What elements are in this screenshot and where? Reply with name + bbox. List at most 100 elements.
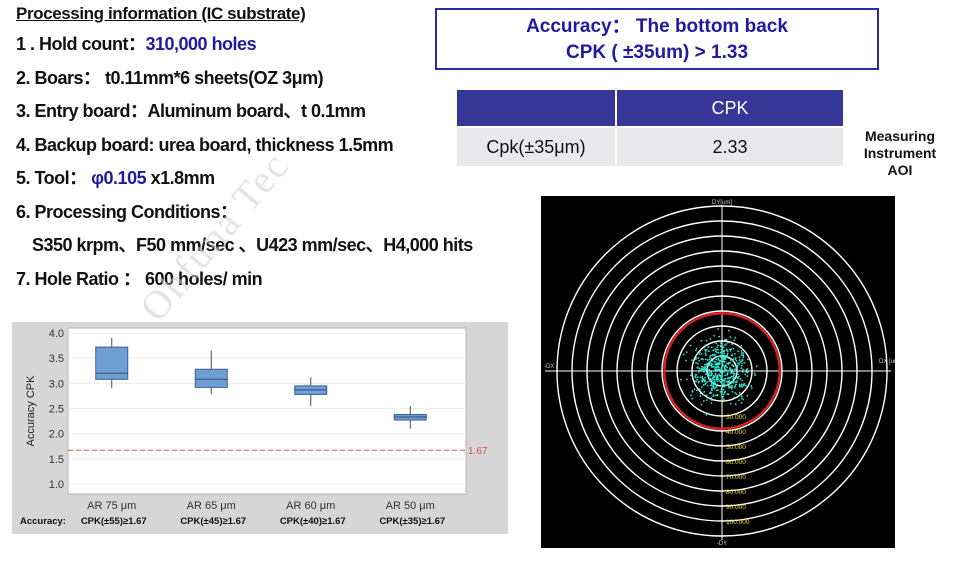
data-point [697, 380, 700, 383]
accuracy-prefix: Accuracy: [20, 516, 66, 527]
data-point [699, 392, 702, 395]
data-point [700, 368, 703, 370]
data-point [735, 370, 738, 373]
data-point [750, 387, 753, 390]
data-point [710, 373, 713, 376]
data-point [723, 384, 726, 386]
data-point [713, 387, 716, 390]
processing-conditions-line: 6. Processing Conditions： [16, 201, 238, 222]
data-point [717, 344, 719, 347]
data-point [716, 383, 719, 386]
data-point [709, 354, 712, 357]
data-point [694, 375, 696, 378]
data-point [733, 396, 735, 399]
data-point [715, 389, 718, 392]
data-point [697, 357, 700, 359]
data-point [718, 359, 721, 362]
data-point [695, 347, 698, 350]
data-point [724, 368, 726, 371]
accuracy-label: CPK(±40)≥1.67 [280, 516, 346, 527]
data-point [731, 380, 733, 383]
y-tick-label: 2.0 [49, 429, 64, 441]
data-point [736, 377, 739, 380]
entry-board-line: 3. Entry board：Aluminum board、t 0.1mm [16, 101, 366, 121]
data-point [723, 380, 726, 382]
data-point [702, 393, 705, 396]
data-point [704, 344, 707, 347]
data-point [722, 371, 725, 373]
plot-area [67, 327, 467, 495]
data-point [728, 387, 731, 389]
data-point [719, 344, 722, 347]
data-point [709, 338, 712, 340]
target-ring [661, 310, 783, 432]
data-point [735, 380, 738, 383]
measuring-instrument-label: Measuring Instrument AOI [850, 128, 950, 179]
target-ring [616, 265, 828, 477]
data-point [699, 388, 701, 391]
data-point [695, 357, 698, 360]
data-point [724, 356, 727, 359]
accuracy-box: Accuracy： The bottom back CPK ( ±35um) >… [435, 8, 879, 70]
data-point [720, 381, 723, 384]
data-point [712, 376, 714, 379]
data-point [723, 352, 726, 355]
data-point [704, 352, 707, 355]
data-point [700, 358, 703, 360]
data-point [709, 360, 711, 363]
data-point [704, 369, 707, 371]
data-point [740, 367, 743, 369]
data-point [710, 382, 713, 385]
data-point [725, 338, 728, 341]
data-point [754, 374, 757, 376]
y-tick-label: 4.0 [49, 328, 64, 340]
data-point [704, 366, 707, 368]
data-point [714, 369, 717, 372]
ring-label: 30.000 [726, 414, 746, 421]
data-point [740, 397, 743, 399]
accuracy-label: CPK(±45)≥1.67 [180, 516, 246, 527]
data-point [726, 377, 729, 380]
data-point [705, 373, 707, 375]
data-point [738, 383, 741, 386]
data-point [697, 371, 700, 373]
data-point [705, 367, 707, 370]
y-tick-label: 3.5 [49, 353, 64, 365]
data-point [731, 377, 734, 380]
data-point [731, 343, 734, 346]
data-point [741, 359, 744, 361]
data-point [709, 392, 711, 395]
data-point [734, 385, 736, 388]
target-ring [676, 325, 768, 417]
data-point [718, 355, 721, 358]
data-point [680, 378, 682, 381]
x-tick-label: AR 75 μm [87, 500, 136, 512]
data-point [740, 344, 743, 347]
data-point [722, 360, 725, 363]
target-ring [556, 205, 888, 537]
data-point [740, 402, 743, 404]
data-point [723, 398, 725, 401]
target-ring [601, 250, 843, 492]
data-point [738, 356, 741, 359]
data-point [706, 359, 709, 361]
data-point [729, 368, 732, 371]
data-point [726, 372, 729, 375]
data-point [710, 397, 713, 399]
data-point [726, 366, 728, 369]
data-point [715, 358, 718, 361]
data-point [700, 339, 703, 342]
data-point [721, 370, 724, 373]
ring-label: 60.000 [726, 459, 746, 466]
data-point [712, 394, 715, 396]
data-point [736, 366, 739, 369]
data-point [728, 348, 731, 351]
data-point [702, 384, 705, 386]
data-point [746, 367, 749, 370]
data-point [717, 366, 720, 369]
data-point [716, 346, 719, 349]
data-point [732, 372, 735, 374]
data-point [726, 341, 729, 344]
data-point [702, 400, 705, 402]
data-point [734, 392, 737, 394]
